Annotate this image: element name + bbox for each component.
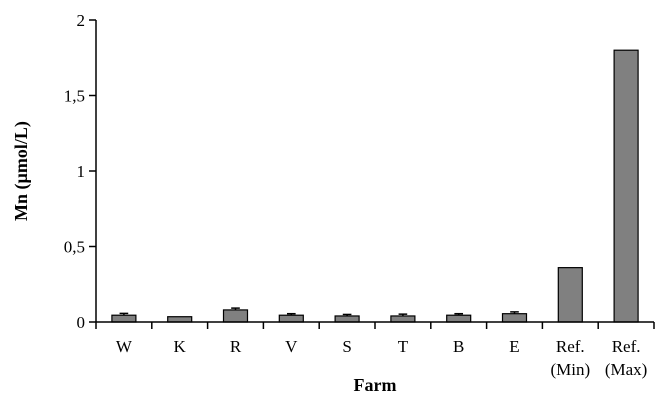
x-tick-label: T <box>398 337 409 356</box>
bars <box>112 50 638 322</box>
y-tick-label: 1,5 <box>64 87 85 106</box>
x-tick-label: V <box>285 337 298 356</box>
x-tick-label: S <box>342 337 351 356</box>
x-tick-label: R <box>230 337 242 356</box>
x-tick-label: K <box>174 337 187 356</box>
bar <box>224 310 248 322</box>
bar <box>558 268 582 322</box>
bar <box>447 315 471 322</box>
x-tick-label-line2: (Max) <box>605 360 647 379</box>
bar <box>503 314 527 322</box>
y-tick-label: 2 <box>77 11 86 30</box>
x-axis-ticks: W K R V S T B E Ref. (Min) Ref. (Max) <box>96 322 654 379</box>
x-tick-label: Ref. <box>556 337 585 356</box>
y-tick-label: 0,5 <box>64 238 85 257</box>
bar <box>391 316 415 322</box>
y-tick-label: 1 <box>77 162 86 181</box>
x-tick-label: B <box>453 337 464 356</box>
x-tick-label: E <box>509 337 519 356</box>
bar <box>335 316 359 322</box>
bar <box>279 315 303 322</box>
y-axis-title: Mn (µmol/L) <box>11 121 32 221</box>
bar <box>112 315 136 322</box>
x-tick-label: W <box>116 337 133 356</box>
x-tick-label: Ref. <box>612 337 641 356</box>
y-axis-ticks: 0 0,5 1 1,5 2 <box>64 11 96 332</box>
error-bars <box>120 308 519 316</box>
x-tick-label-line2: (Min) <box>550 360 590 379</box>
bar <box>168 317 192 322</box>
y-tick-label: 0 <box>77 313 86 332</box>
x-axis-title: Farm <box>354 375 397 395</box>
bar <box>614 50 638 322</box>
